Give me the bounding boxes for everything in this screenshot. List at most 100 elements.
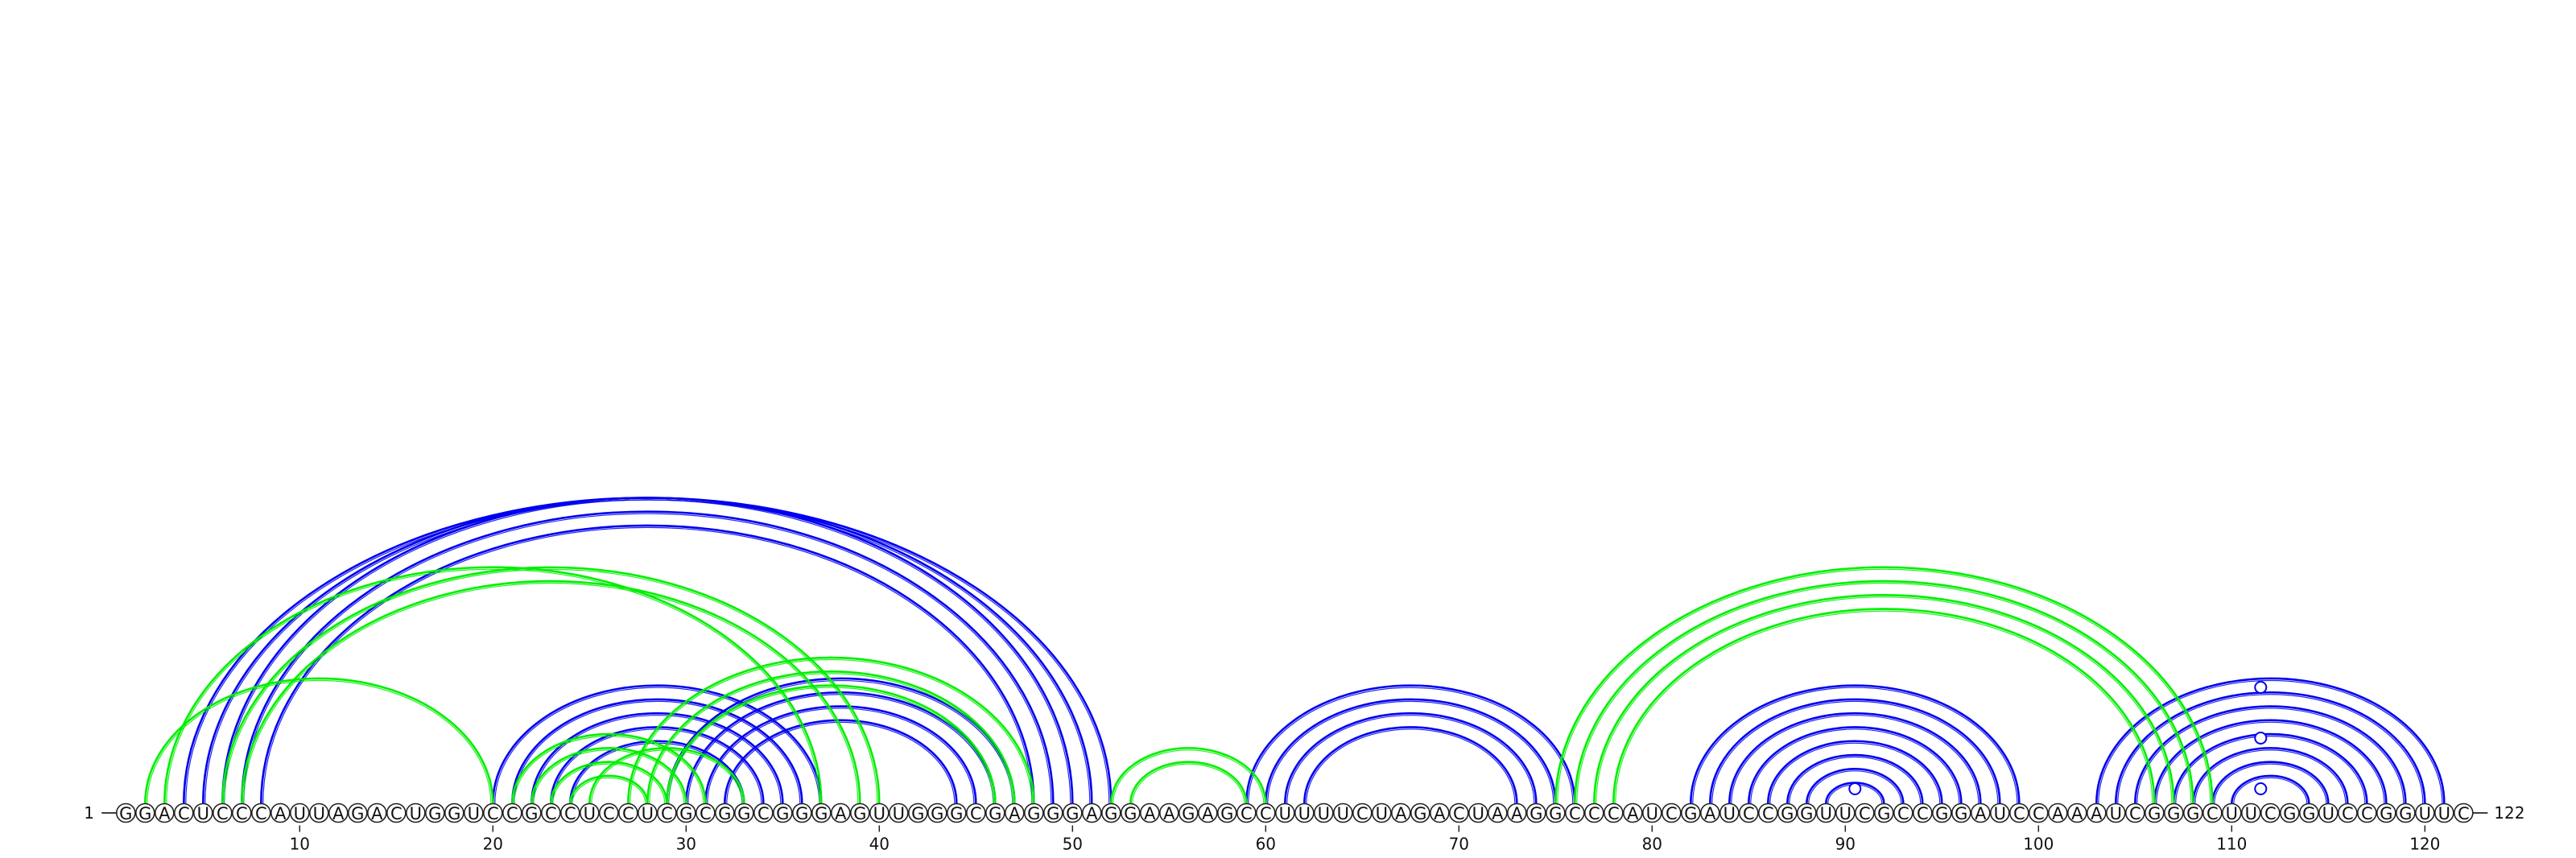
nucleotide: U (193, 802, 213, 823)
base-pair-arc-inner (1615, 610, 2153, 804)
base-pair-arc-structure-b (569, 774, 649, 804)
nucleotide: A (1430, 802, 1450, 823)
base-pair-arc-inner (1711, 700, 1999, 804)
nucleotide-letter: A (371, 804, 383, 823)
nucleotide-letter: A (1009, 804, 1021, 823)
nucleotide-circle (444, 802, 464, 823)
base-pair-arc-inner (262, 526, 1033, 804)
nucleotide: G (772, 802, 793, 823)
nucleotide-circle (2029, 802, 2049, 823)
nucleotide-letter: U (294, 804, 306, 823)
nucleotide-circle (1507, 802, 1527, 823)
nucleotide-letter: C (390, 804, 402, 823)
base-pair-arc-structure-b (627, 656, 1035, 804)
nucleotide-circle (579, 802, 600, 823)
tick-label: 120 (2409, 835, 2440, 854)
base-pair-arc-inner (1286, 715, 1535, 804)
nucleotide-letter: G (776, 804, 789, 823)
nucleotide: C (250, 802, 271, 823)
base-pair-arc-inner (2098, 679, 2443, 804)
base-pair-arc-structure-b (666, 684, 997, 804)
nucleotide-letter: A (835, 804, 847, 823)
nucleotide: G (850, 802, 870, 823)
nucleotide: U (1468, 802, 1488, 823)
nucleotide-letter: U (2438, 804, 2450, 823)
nucleotide-circle (308, 802, 329, 823)
base-pair-arc-inner (1808, 770, 1902, 804)
nucleotide-circle (1468, 802, 1488, 823)
nucleotide: G (1101, 802, 1121, 823)
nucleotide-circle (908, 802, 928, 823)
nucleotide-circle (1777, 802, 1798, 823)
nucleotide-letter: A (1975, 804, 1987, 823)
nucleotide-circle (850, 802, 870, 823)
nucleotide-circle (2048, 802, 2068, 823)
nucleotide-letter: U (1646, 804, 1658, 823)
nucleotide-letter: G (1046, 804, 1059, 823)
nucleotide-circle (1159, 802, 1179, 823)
nucleotide-letter: U (642, 804, 654, 823)
nucleotide-letter: C (2013, 804, 2025, 823)
base-pair-arc-inner (726, 721, 956, 804)
nucleotide-letter: G (1549, 804, 1562, 823)
nucleotide-letter: G (1800, 804, 1813, 823)
nucleotide-circle (521, 802, 542, 823)
nucleotide-letter: C (255, 804, 267, 823)
base-pair-arc-structure-b (1612, 608, 2156, 804)
nucleotide-letter: C (2033, 804, 2045, 823)
nucleotide: C (1584, 802, 1604, 823)
base-pair-arc-inner (1750, 728, 1960, 804)
nucleotide: C (1604, 802, 1624, 823)
nucleotide: G (733, 802, 754, 823)
nucleotide: U (869, 802, 890, 823)
tick-label: 20 (483, 835, 503, 854)
nucleotide-circle (1662, 802, 1682, 823)
nucleotide-letter: G (2167, 804, 2180, 823)
nucleotide: G (1043, 802, 1063, 823)
nucleotide: G (347, 802, 368, 823)
nucleotide: U (1314, 802, 1334, 823)
base-pair-arc-inner (649, 673, 1013, 804)
nucleotide: G (1546, 802, 1566, 823)
nucleotide-letter: A (2052, 804, 2064, 823)
base-pair-arc-inner (1113, 749, 1265, 804)
nucleotide-letter: A (1144, 804, 1156, 823)
nucleotide-letter: U (197, 804, 209, 823)
base-pair-arc-inner (514, 700, 801, 804)
nucleotide-circle (831, 802, 851, 823)
nucleotide: U (1642, 802, 1662, 823)
nucleotide: G (947, 802, 967, 823)
nucleotide-letter: G (448, 804, 460, 823)
base-pair-arc-inner (2175, 736, 2366, 804)
base-pair-arc-structure-a (2231, 774, 2310, 804)
nucleotide: G (1179, 802, 1199, 823)
nucleotide-circle (2260, 802, 2281, 823)
nucleotide-circle (966, 802, 986, 823)
nucleotide-letter: G (428, 804, 441, 823)
nucleotide-circle (2357, 802, 2377, 823)
base-pair-arc-inner (591, 749, 743, 804)
tick-label: 30 (676, 835, 696, 854)
nucleotide-letter: G (737, 804, 750, 823)
nucleotide-letter: A (1492, 804, 1504, 823)
nucleotide-letter: G (2186, 804, 2199, 823)
tick-label: 90 (1835, 835, 1856, 854)
nucleotide-letter: G (1530, 804, 1542, 823)
nucleotide: G (908, 802, 928, 823)
nucleotide-letter: G (950, 804, 963, 823)
nucleotide-letter: C (1897, 804, 1909, 823)
nucleotide-circle (1816, 802, 1836, 823)
loop-marker (2254, 681, 2268, 694)
base-pair-arc-structure-b (221, 566, 881, 804)
nucleotide: U (2222, 802, 2242, 823)
nucleotide-circle (1951, 802, 1971, 823)
nucleotide-letter: U (313, 804, 325, 823)
nucleotide: U (2318, 802, 2339, 823)
nucleotide: A (1507, 802, 1527, 823)
nucleotide: U (637, 802, 658, 823)
nucleotide-letter: U (410, 804, 422, 823)
nucleotide-circle (2434, 802, 2454, 823)
nucleotide-circle (1043, 802, 1063, 823)
base-pair-arc-structure-b (144, 677, 494, 804)
